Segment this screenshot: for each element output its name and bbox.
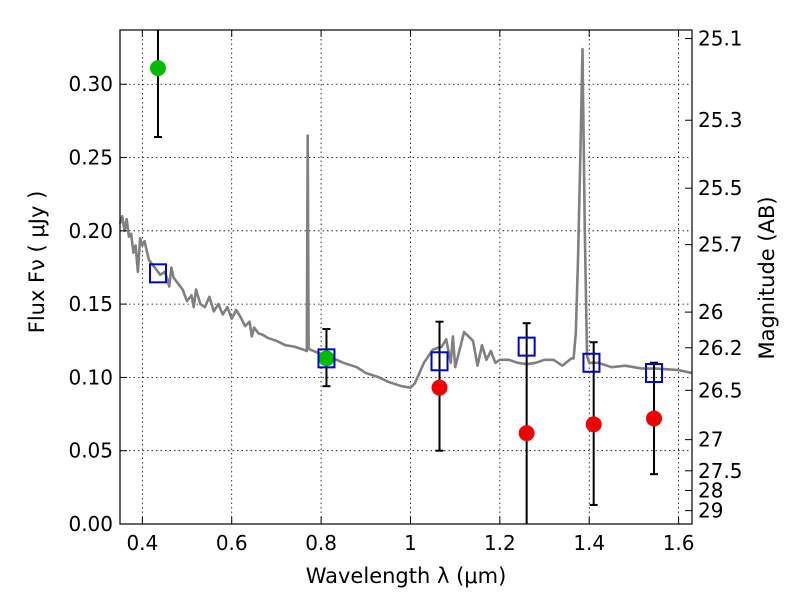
model-photometry-box xyxy=(517,336,536,357)
magnitude-tick-label: 27.5 xyxy=(698,459,743,483)
y-tick-label: 0.30 xyxy=(68,72,113,96)
y-tick-label: 0.00 xyxy=(68,512,113,536)
magnitude-tick-label: 25.1 xyxy=(698,27,743,51)
x-tick-label: 1 xyxy=(404,531,417,555)
plot-frame xyxy=(119,29,693,525)
y-tick-label: 0.15 xyxy=(68,292,113,316)
magnitude-tick-label: 27 xyxy=(698,428,723,452)
magnitude-tick-label: 26 xyxy=(698,300,723,324)
x-tick-label: 0.4 xyxy=(126,531,158,555)
photometry-points xyxy=(149,60,663,442)
nondetection-point xyxy=(646,410,663,427)
x-tick-label: 0.6 xyxy=(216,531,248,555)
magnitude-tick-label: 26.5 xyxy=(698,378,743,402)
y-tick-label: 0.05 xyxy=(68,439,113,463)
nondetection-point xyxy=(431,379,448,396)
model-photometry-box xyxy=(430,351,449,372)
model-photometry-box xyxy=(645,363,664,384)
model-photometry-box xyxy=(582,352,601,373)
y-axis-title: Flux Fν ( μJy ) xyxy=(25,191,49,334)
nondetection-point xyxy=(518,425,535,442)
detection-point xyxy=(318,350,335,367)
model-photometry-boxes xyxy=(148,263,664,384)
spectrum-layer xyxy=(118,47,693,389)
x-tick-label: 1.2 xyxy=(484,531,516,555)
magnitude-tick-label: 26.2 xyxy=(698,336,743,360)
magnitude-tick-label: 25.7 xyxy=(698,233,743,257)
magnitude-tick-label: 25.5 xyxy=(698,176,743,200)
grid xyxy=(120,30,692,525)
magnitude-tick-label: 28 xyxy=(698,478,723,502)
nondetection-point xyxy=(585,416,602,433)
y-tick-label: 0.25 xyxy=(68,146,113,170)
x-tick-label: 0.8 xyxy=(305,531,337,555)
y-tick-label: 0.20 xyxy=(68,219,113,243)
model-photometry-box xyxy=(148,263,167,284)
x-tick-label: 1.6 xyxy=(663,531,695,555)
x-axis-title: Wavelength λ (μm) xyxy=(306,564,507,588)
magnitude-tick-label: 29 xyxy=(698,499,723,523)
y-tick-label: 0.10 xyxy=(68,365,113,389)
y-axis-ticks: 0.00 0.05 0.10 0.15 0.20 0.25 0.30 xyxy=(68,72,127,536)
x-axis-ticks: 0.4 0.6 0.8 1 1.2 1.4 1.6 xyxy=(126,30,695,555)
magnitude-axis-title: Magnitude (AB) xyxy=(755,196,779,359)
model-spectrum-line xyxy=(118,47,693,389)
model-photometry-box xyxy=(317,348,336,369)
magnitude-tick-label: 25.3 xyxy=(698,108,743,132)
detection-point xyxy=(149,60,166,77)
x-tick-label: 1.4 xyxy=(573,531,605,555)
